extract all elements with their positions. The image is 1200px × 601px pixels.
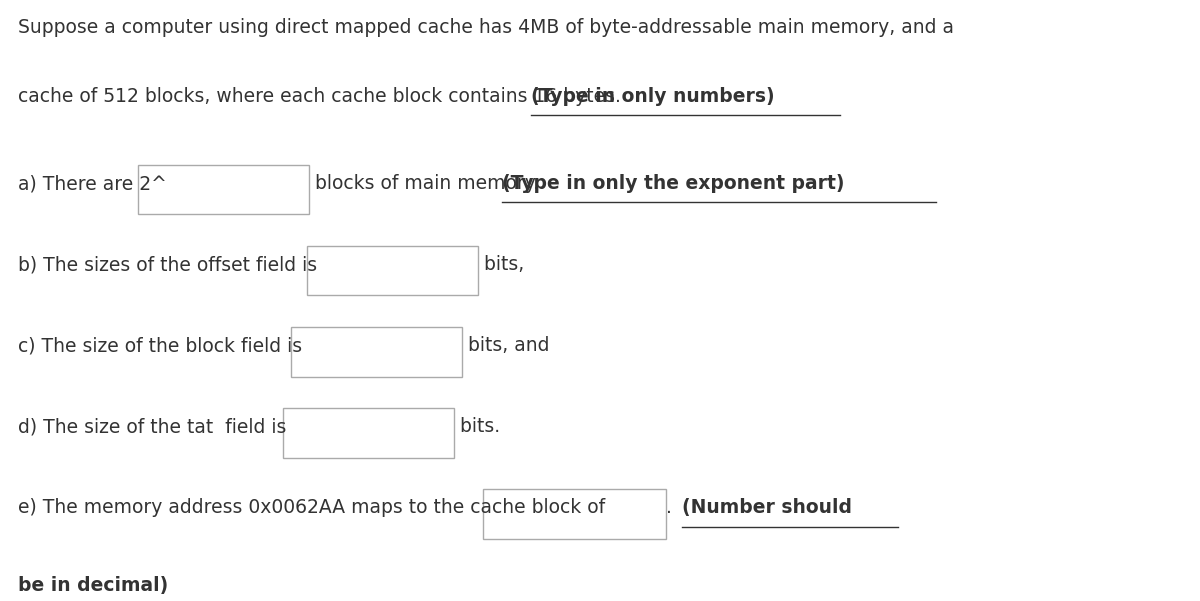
Text: d) The size of the tat  field is: d) The size of the tat field is (18, 417, 292, 436)
FancyBboxPatch shape (484, 489, 666, 538)
Text: e) The memory address 0x0062AA maps to the cache block of: e) The memory address 0x0062AA maps to t… (18, 498, 611, 517)
Text: cache of 512 blocks, where each cache block contains 16 bytes.: cache of 512 blocks, where each cache bl… (18, 87, 632, 106)
Text: Suppose a computer using direct mapped cache has 4MB of byte-addressable main me: Suppose a computer using direct mapped c… (18, 18, 954, 37)
Text: be in decimal): be in decimal) (18, 576, 168, 596)
Text: .: . (666, 498, 678, 517)
Text: blocks of main memory.: blocks of main memory. (310, 174, 545, 193)
FancyBboxPatch shape (138, 165, 310, 215)
Text: (Type in only the exponent part): (Type in only the exponent part) (502, 174, 845, 193)
Text: bits, and: bits, and (462, 337, 550, 355)
Text: (Type in only numbers): (Type in only numbers) (532, 87, 775, 106)
Text: a) There are 2^: a) There are 2^ (18, 174, 167, 193)
Text: bits,: bits, (478, 255, 524, 274)
Text: (Number should: (Number should (682, 498, 852, 517)
Text: b) The sizes of the offset field is: b) The sizes of the offset field is (18, 255, 323, 274)
FancyBboxPatch shape (282, 408, 454, 457)
Text: c) The size of the block field is: c) The size of the block field is (18, 337, 308, 355)
FancyBboxPatch shape (306, 246, 478, 296)
Text: bits.: bits. (454, 417, 499, 436)
FancyBboxPatch shape (290, 328, 462, 376)
